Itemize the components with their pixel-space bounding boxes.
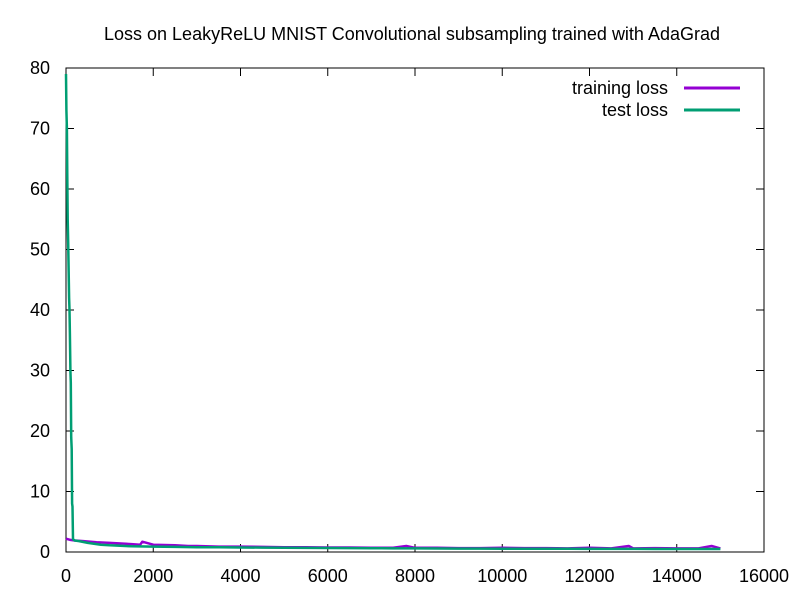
y-tick-label: 10 bbox=[30, 482, 50, 502]
plot-frame bbox=[65, 67, 765, 553]
x-tick-label: 6000 bbox=[308, 566, 348, 586]
chart-title: Loss on LeakyReLU MNIST Convolutional su… bbox=[104, 24, 720, 44]
x-tick-label: 0 bbox=[61, 566, 71, 586]
y-tick-label: 30 bbox=[30, 361, 50, 381]
y-tick-label: 0 bbox=[40, 542, 50, 562]
y-tick-label: 70 bbox=[30, 119, 50, 139]
y-tick-label: 40 bbox=[30, 300, 50, 320]
series-line-test-loss bbox=[64, 73, 721, 551]
y-tick-label: 80 bbox=[30, 58, 50, 78]
x-tick-label: 12000 bbox=[564, 566, 614, 586]
x-tick-label: 16000 bbox=[739, 566, 789, 586]
x-tick-label: 2000 bbox=[133, 566, 173, 586]
y-tick-label: 50 bbox=[30, 240, 50, 260]
y-tick-label: 20 bbox=[30, 421, 50, 441]
x-tick-label: 4000 bbox=[220, 566, 260, 586]
x-tick-label: 10000 bbox=[477, 566, 527, 586]
y-tick-label: 60 bbox=[30, 179, 50, 199]
series-lines bbox=[64, 73, 721, 551]
legend-label: training loss bbox=[572, 78, 668, 98]
legend-label: test loss bbox=[602, 100, 668, 120]
x-tick-label: 14000 bbox=[652, 566, 702, 586]
axis-ticks: 0 2000 4000 6000 8000 10000 12000 14000 16000 0 10… bbox=[30, 58, 789, 586]
x-tick-label: 8000 bbox=[395, 566, 435, 586]
